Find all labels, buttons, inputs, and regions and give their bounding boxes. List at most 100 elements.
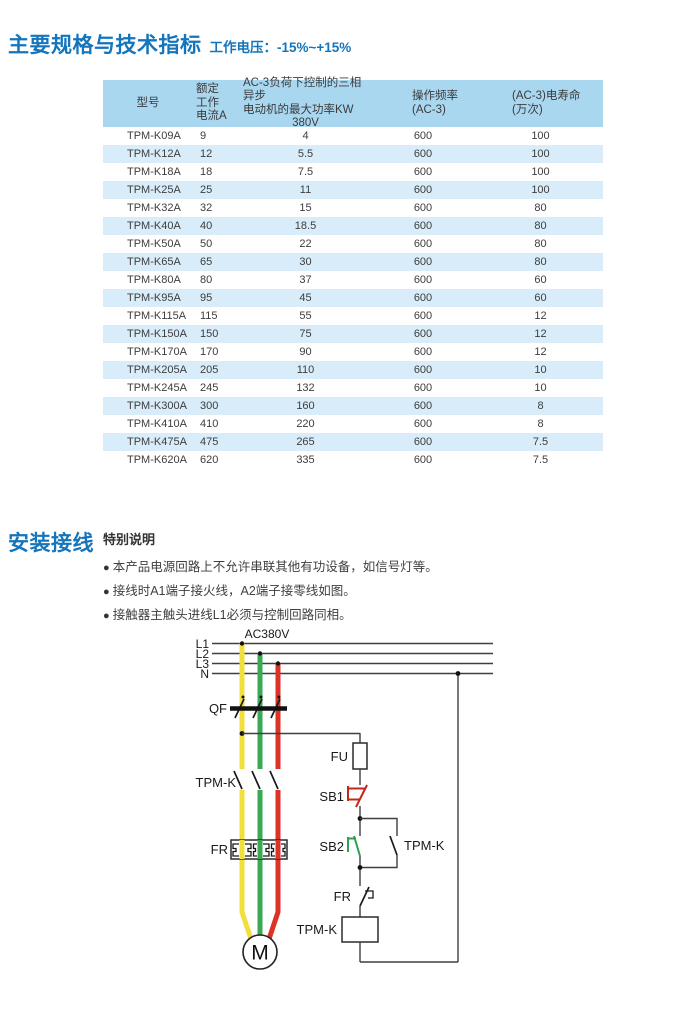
table-row: TPM-K620A 620 335 600 7.5 <box>103 451 603 469</box>
cell-model: TPM-K205A <box>127 364 187 376</box>
cell-current: 170 <box>200 346 219 358</box>
cell-life: 7.5 <box>532 436 549 448</box>
cell-freq: 600 <box>413 454 433 466</box>
cell-life: 7.5 <box>532 454 549 466</box>
cell-power: 15 <box>299 202 312 214</box>
cell-power: 335 <box>296 454 315 466</box>
cell-current: 205 <box>200 364 219 376</box>
cell-model: TPM-K115A <box>127 310 187 322</box>
label-tpmk-aux: TPM-K <box>404 838 445 853</box>
table-row: TPM-K65A 65 30 600 80 <box>103 253 603 271</box>
header-max-power-line1: AC-3负荷下控制的三相异步 <box>243 76 362 103</box>
cell-power: 265 <box>296 436 315 448</box>
header-elec-life-line2: (万次) <box>512 103 543 116</box>
table-row: TPM-K40A 40 18.5 600 80 <box>103 217 603 235</box>
label-tpmk-main: TPM-K <box>196 775 237 790</box>
cell-freq: 600 <box>413 346 433 358</box>
label-l1: L1 <box>196 637 210 651</box>
table-row: TPM-K205A 205 110 600 10 <box>103 361 603 379</box>
cell-model: TPM-K170A <box>127 346 187 358</box>
specs-section-title: 主要规格与技术指标 <box>8 34 202 57</box>
label-n: N <box>200 667 209 681</box>
table-row: TPM-K25A 25 11 600 100 <box>103 181 603 199</box>
cell-power: 220 <box>296 418 315 430</box>
wiring-diagram: L1 L2 L3 N AC380V QF TPM-K <box>196 627 493 970</box>
cell-power: 55 <box>299 310 312 322</box>
cell-current: 12 <box>200 148 213 160</box>
cell-power: 18.5 <box>294 220 317 232</box>
contactor-main-contacts: TPM-K <box>196 770 279 790</box>
cell-power: 90 <box>299 346 312 358</box>
header-op-frequency-line1: 操作频率 <box>412 90 458 102</box>
cell-life: 8 <box>537 400 544 412</box>
cell-freq: 600 <box>413 220 433 232</box>
cell-life: 10 <box>534 364 547 376</box>
header-op-frequency: 操作频率 (AC-3) <box>368 80 478 127</box>
cell-power: 37 <box>299 274 312 286</box>
fuse-fu <box>352 742 368 770</box>
cell-model: TPM-K150A <box>127 328 187 340</box>
cell-current: 300 <box>200 400 219 412</box>
label-sb1: SB1 <box>319 789 344 804</box>
table-row: TPM-K95A 95 45 600 60 <box>103 289 603 307</box>
cell-current: 50 <box>200 238 213 250</box>
note-item: 本产品电源回路上不允许串联其他有功设备，如信号灯等。 <box>103 555 583 579</box>
thermal-contact-fr <box>359 886 374 907</box>
cell-life: 80 <box>534 202 547 214</box>
cell-model: TPM-K620A <box>127 454 187 466</box>
table-row: TPM-K80A 80 37 600 60 <box>103 271 603 289</box>
cell-life: 80 <box>534 238 547 250</box>
cell-life: 100 <box>531 184 550 196</box>
cell-freq: 600 <box>413 130 433 142</box>
cell-power: 45 <box>299 292 312 304</box>
table-row: TPM-K50A 50 22 600 80 <box>103 235 603 253</box>
cell-power: 22 <box>299 238 312 250</box>
cell-power: 30 <box>299 256 312 268</box>
cell-current: 32 <box>200 202 213 214</box>
label-sb2: SB2 <box>319 839 344 854</box>
cell-current: 150 <box>200 328 219 340</box>
cell-freq: 600 <box>413 256 433 268</box>
cell-model: TPM-K80A <box>127 274 181 286</box>
special-notes-list: 本产品电源回路上不允许串联其他有功设备，如信号灯等。 接线时A1端子接火线，A2… <box>103 555 583 627</box>
special-notes-title: 特别说明 <box>103 532 156 547</box>
table-row: TPM-K475A 475 265 600 7.5 <box>103 433 603 451</box>
header-elec-life-line1: (AC-3)电寿命 <box>512 90 581 102</box>
label-l2: L2 <box>196 647 210 661</box>
cell-freq: 600 <box>413 364 433 376</box>
cell-freq: 600 <box>413 202 433 214</box>
cell-freq: 600 <box>413 238 433 250</box>
cell-power: 5.5 <box>297 148 314 160</box>
cell-model: TPM-K300A <box>127 400 187 412</box>
cell-current: 95 <box>200 292 213 304</box>
header-rated-current-line2: 工作 <box>196 96 219 109</box>
table-row: TPM-K18A 18 7.5 600 100 <box>103 163 603 181</box>
install-section-title: 安装接线 <box>8 532 94 555</box>
cell-current: 40 <box>200 220 213 232</box>
thermal-relay-main: FR <box>211 839 288 860</box>
header-op-frequency-line2: (AC-3) <box>412 103 446 116</box>
cell-model: TPM-K410A <box>127 418 187 430</box>
cell-freq: 600 <box>413 148 433 160</box>
working-voltage-note: 工作电压：-15%~+15% <box>209 40 352 55</box>
cell-life: 12 <box>534 328 547 340</box>
label-tpmk-coil: TPM-K <box>297 922 338 937</box>
header-voltage-380v: 380V <box>292 117 319 129</box>
cell-life: 60 <box>534 274 547 286</box>
cell-model: TPM-K12A <box>127 148 181 160</box>
contactor-coil <box>341 916 379 943</box>
cell-current: 410 <box>200 418 219 430</box>
table-row: TPM-K245A 245 132 600 10 <box>103 379 603 397</box>
cell-power: 11 <box>299 184 312 196</box>
stop-button-sb1 <box>347 784 368 808</box>
spec-table-header: 型号 额定 工作 电流A AC-3负荷下控制的三相异步 电动机的最大功率KW 3… <box>103 76 603 129</box>
spec-table-body: TPM-K09A 9 4 600 100 TPM-K12A 12 5.5 600 100 TPM-K… <box>103 127 603 469</box>
cell-life: 12 <box>534 346 547 358</box>
table-row: TPM-K410A 410 220 600 8 <box>103 415 603 433</box>
cell-power: 4 <box>302 130 309 142</box>
cell-life: 100 <box>531 148 550 160</box>
cell-current: 9 <box>200 130 207 142</box>
cell-life: 12 <box>534 310 547 322</box>
cell-model: TPM-K65A <box>127 256 181 268</box>
table-row: TPM-K150A 150 75 600 12 <box>103 325 603 343</box>
